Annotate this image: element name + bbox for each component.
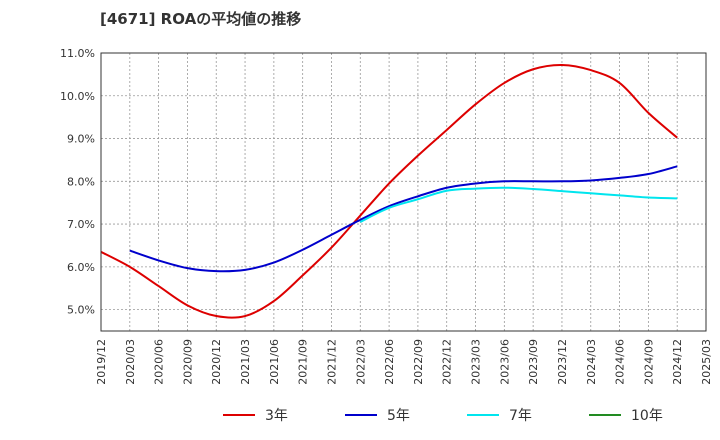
- x-tick-label: 2021/06: [268, 339, 281, 385]
- legend: 3年 5年 7年 10年: [223, 408, 663, 424]
- y-axis-labels: 5.0% 6.0% 7.0% 8.0% 9.0% 10.0% 11.0%: [60, 47, 95, 317]
- x-tick-label: 2024/06: [614, 339, 627, 385]
- x-tick-label: 2020/09: [181, 339, 194, 385]
- series-line-3年: [100, 63, 678, 319]
- series-line-5年: [129, 165, 678, 273]
- y-tick-label: 6.0%: [67, 261, 95, 274]
- y-tick-label: 5.0%: [67, 304, 95, 317]
- x-tick-label: 2021/12: [325, 339, 338, 385]
- x-tick-label: 2023/06: [498, 339, 511, 385]
- y-tick-label: 10.0%: [60, 90, 95, 103]
- x-tick-label: 2023/12: [556, 339, 569, 385]
- series-lines: [100, 63, 678, 319]
- x-tick-label: 2023/03: [470, 339, 483, 385]
- x-tick-label: 2024/12: [671, 339, 684, 385]
- legend-label-7年: 7年: [509, 408, 532, 424]
- grid-lines: [100, 52, 707, 331]
- series-line-7年: [359, 186, 678, 223]
- x-tick-label: 2024/09: [642, 339, 655, 385]
- x-tick-label: 2023/09: [527, 339, 540, 385]
- chart-title: [4671] ROAの平均値の推移: [100, 10, 302, 28]
- x-tick-label: 2021/03: [239, 339, 252, 385]
- x-tick-label: 2024/03: [585, 339, 598, 385]
- y-tick-label: 8.0%: [67, 175, 95, 188]
- x-axis-labels: 2019/12 2020/03 2020/06 2020/09 2020/12 2021/…: [95, 339, 713, 385]
- x-tick-label: 2019/12: [95, 339, 108, 385]
- y-tick-label: 11.0%: [60, 47, 95, 60]
- legend-label-10年: 10年: [631, 408, 663, 424]
- x-tick-label: 2020/12: [210, 339, 223, 385]
- x-tick-label: 2025/03: [700, 339, 713, 385]
- x-tick-label: 2022/12: [441, 339, 454, 385]
- x-tick-label: 2021/09: [297, 339, 310, 385]
- x-tick-label: 2020/06: [153, 339, 166, 385]
- y-tick-label: 9.0%: [67, 133, 95, 146]
- y-tick-label: 7.0%: [67, 218, 95, 231]
- plot-area-border: [100, 52, 707, 332]
- x-tick-label: 2022/09: [412, 339, 425, 385]
- legend-label-3年: 3年: [265, 408, 288, 424]
- legend-label-5年: 5年: [387, 408, 410, 424]
- x-tick-label: 2022/03: [354, 339, 367, 385]
- x-tick-label: 2022/06: [383, 339, 396, 385]
- x-tick-label: 2020/03: [124, 339, 137, 385]
